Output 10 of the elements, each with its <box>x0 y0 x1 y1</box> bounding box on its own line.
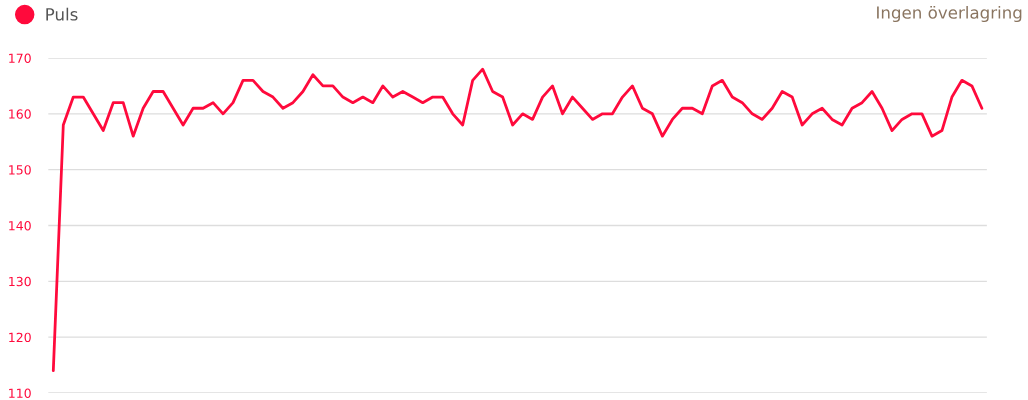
legend-label: Puls <box>46 7 78 21</box>
y-tick-label: 110 <box>9 388 31 398</box>
y-tick-label: 130 <box>9 276 31 287</box>
y-tick-label: 150 <box>9 165 31 175</box>
y-tick-label: 140 <box>9 220 31 231</box>
text: Ingen överlagring <box>877 5 1022 23</box>
y-tick-label: 160 <box>9 109 31 119</box>
y-tick-label: 170 <box>9 53 31 63</box>
y-tick-label: 120 <box>9 332 31 343</box>
line-series <box>51 67 984 373</box>
